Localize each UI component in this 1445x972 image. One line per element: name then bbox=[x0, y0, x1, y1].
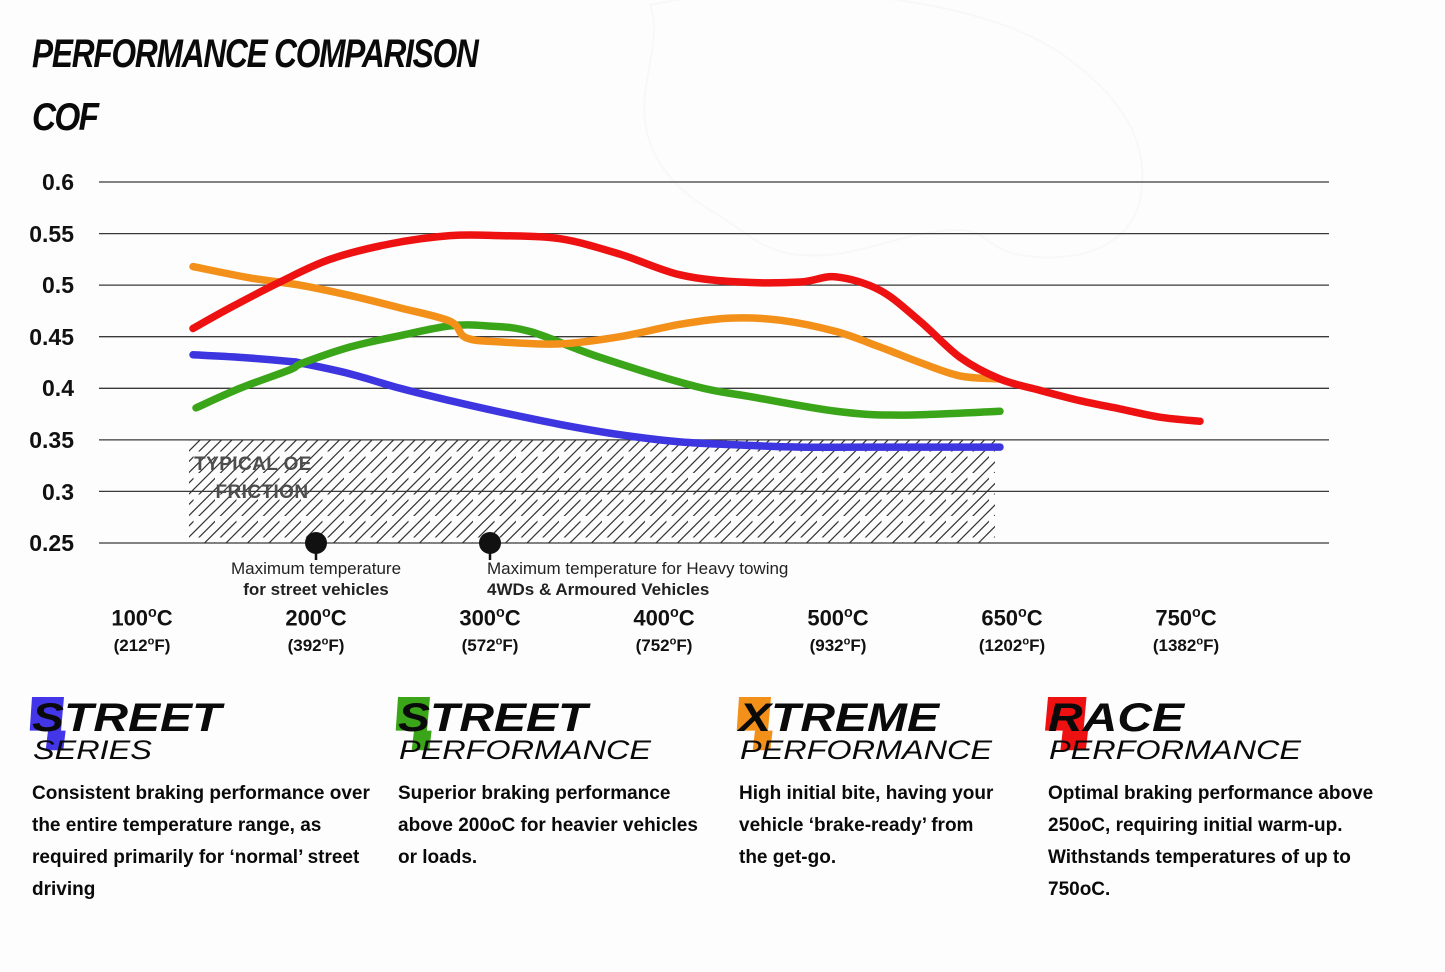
svg-text:TYPICAL OE: TYPICAL OE bbox=[194, 454, 312, 475]
svg-text:FRICTION: FRICTION bbox=[216, 482, 309, 503]
